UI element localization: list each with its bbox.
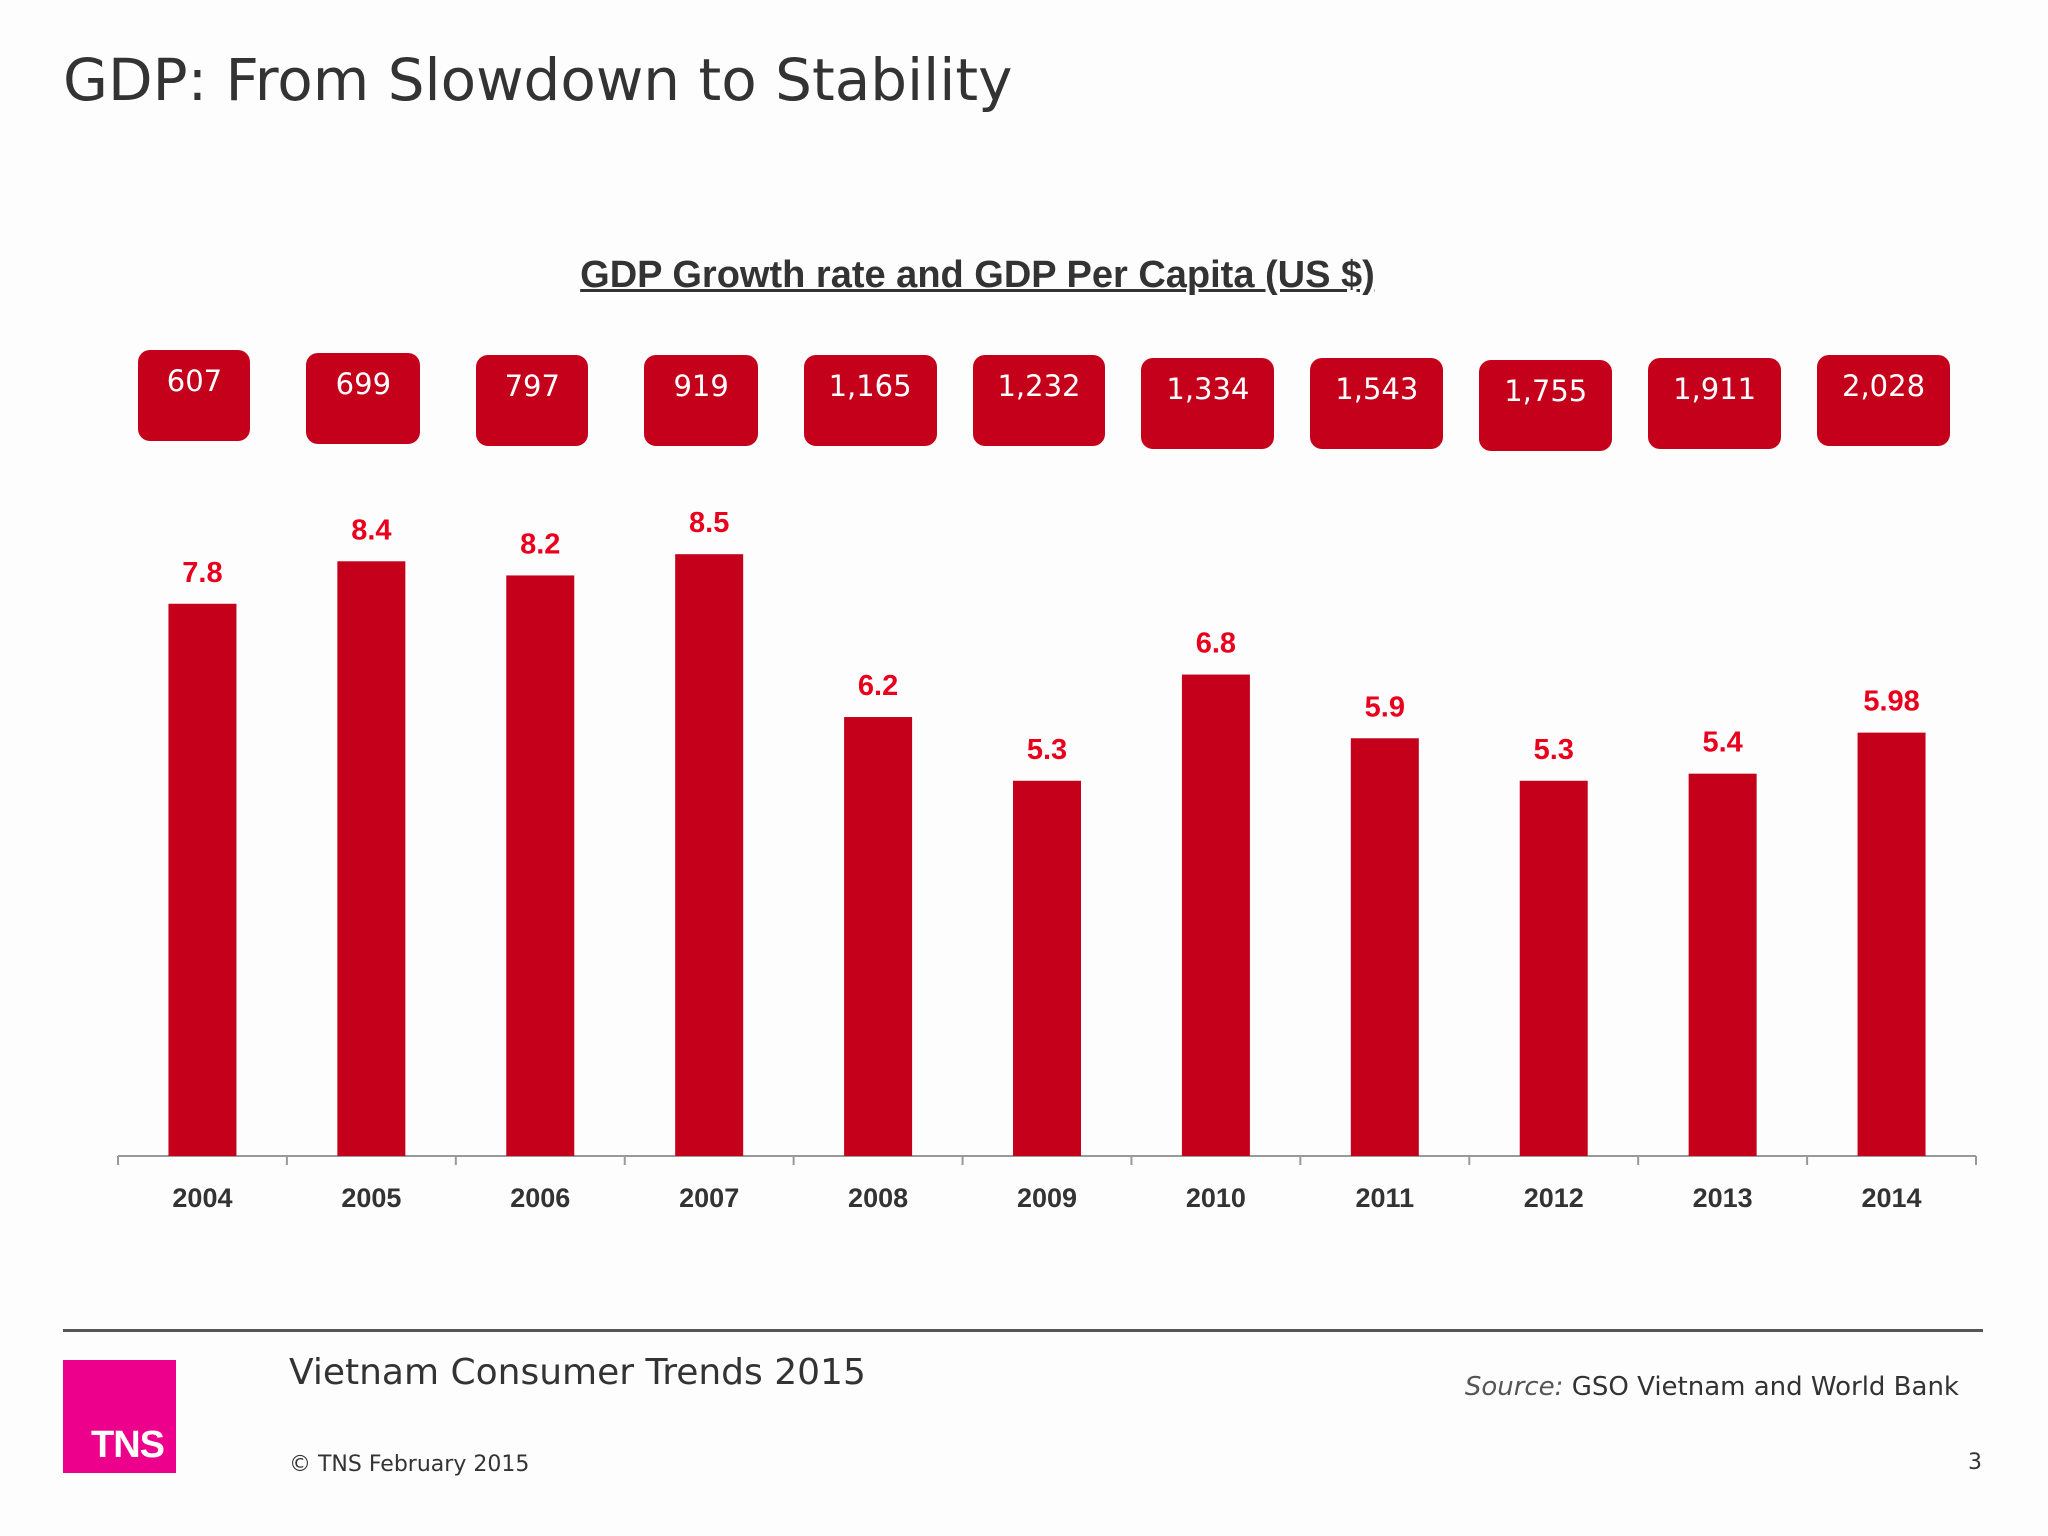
per-capita-box-2006: 797 [476,355,589,446]
bar-2010 [1181,674,1250,1156]
per-capita-box-2007: 919 [644,355,759,446]
source-text: GSO Vietnam and World Bank [1571,1372,1959,1402]
page-title: GDP: From Slowdown to Stability [63,46,1013,114]
per-capita-box-2009: 1,232 [973,355,1105,446]
data-label-2007: 8.5 [689,507,729,539]
bar-2012 [1519,780,1588,1156]
bar-2006 [506,575,575,1156]
data-label-2008: 6.2 [858,670,898,702]
page-number: 3 [1968,1450,1982,1475]
logo-text: TNS [91,1424,165,1466]
x-tick-label-2008: 2008 [848,1183,908,1213]
per-capita-box-2005: 699 [306,353,421,444]
bar-2005 [337,561,406,1156]
data-label-2005: 8.4 [351,514,391,546]
bar-2007 [675,554,744,1156]
x-tick-label-2012: 2012 [1524,1183,1584,1213]
data-label-2013: 5.4 [1702,727,1742,759]
x-tick-label-2014: 2014 [1862,1183,1922,1213]
bar-2014 [1857,732,1926,1156]
data-label-2009: 5.3 [1027,734,1067,766]
x-tick-label-2004: 2004 [172,1183,232,1213]
x-tick-label-2010: 2010 [1186,1183,1246,1213]
data-label-2004: 7.8 [182,557,222,589]
chart-title: GDP Growth rate and GDP Per Capita (US $… [580,254,1375,296]
bar-2008 [844,717,913,1156]
x-tick-label-2013: 2013 [1693,1183,1753,1213]
data-label-2010: 6.8 [1196,628,1236,660]
per-capita-box-2010: 1,334 [1141,358,1275,449]
per-capita-box-2004: 607 [138,350,251,441]
data-label-2011: 5.9 [1365,691,1405,723]
per-capita-box-2011: 1,543 [1310,358,1444,449]
copyright: © TNS February 2015 [289,1452,530,1477]
x-tick-label-2007: 2007 [679,1183,739,1213]
footer-divider [63,1329,1983,1332]
x-tick-label-2005: 2005 [341,1183,401,1213]
per-capita-box-2013: 1,911 [1648,358,1782,449]
x-tick-label-2006: 2006 [510,1183,570,1213]
data-label-2012: 5.3 [1534,734,1574,766]
per-capita-box-2014: 2,028 [1817,355,1951,446]
bar-2011 [1350,738,1419,1156]
data-label-2014: 5.98 [1863,686,1919,718]
report-title: Vietnam Consumer Trends 2015 [289,1352,866,1393]
bar-2004 [168,603,237,1156]
data-label-2006: 8.2 [520,528,560,560]
x-tick-label-2009: 2009 [1017,1183,1077,1213]
per-capita-box-2008: 1,165 [803,355,937,446]
source-label: Source: [1464,1372,1564,1402]
bar-2013 [1688,773,1757,1156]
x-tick-label-2011: 2011 [1356,1183,1415,1213]
bar-2009 [1013,780,1081,1156]
tns-logo: TNS [63,1360,176,1473]
per-capita-box-2012: 1,755 [1479,360,1613,451]
source-note: Source: GSO Vietnam and World Bank [1465,1372,1959,1402]
